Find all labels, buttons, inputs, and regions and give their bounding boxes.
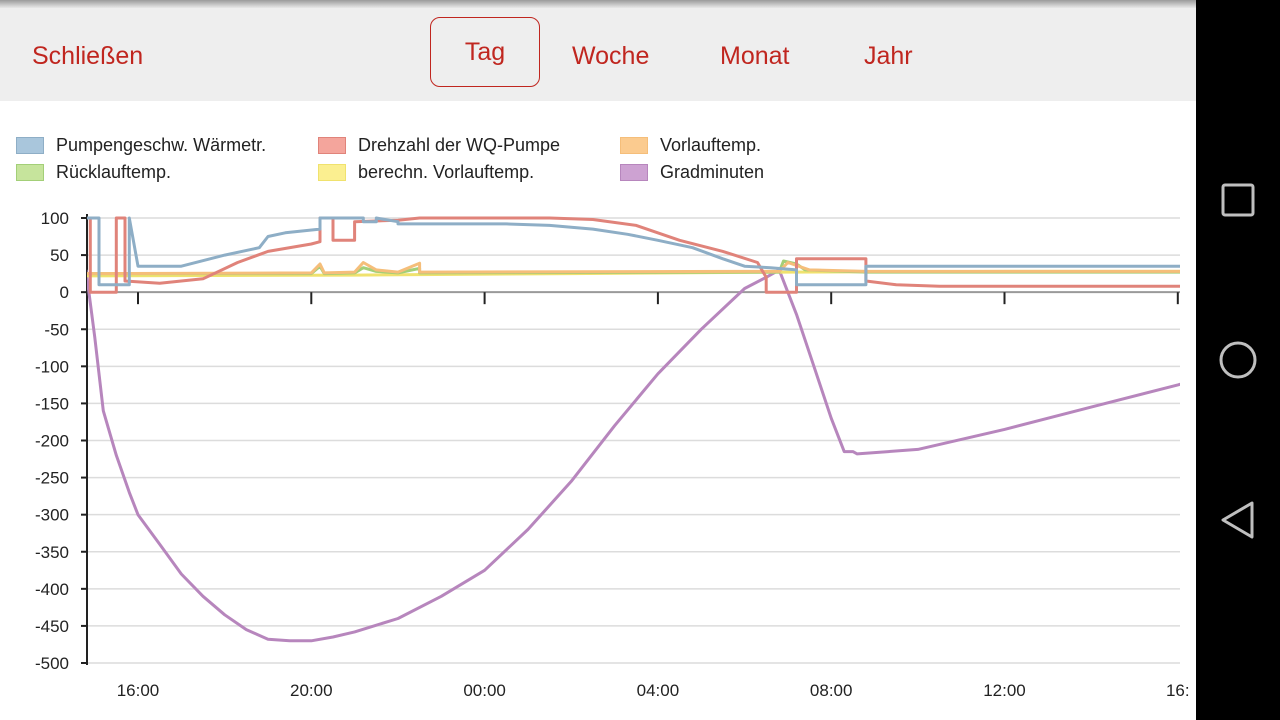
legend-swatch xyxy=(620,136,648,154)
back-icon xyxy=(1221,501,1254,539)
status-strip xyxy=(0,0,1196,8)
x-tick-label: 16: xyxy=(1166,681,1190,700)
x-tick-label: 12:00 xyxy=(983,681,1026,700)
y-tick-label: -400 xyxy=(35,580,69,599)
tab-tag[interactable]: Tag xyxy=(430,17,540,87)
legend-swatch xyxy=(620,163,648,181)
legend-label: berechn. Vorlauftemp. xyxy=(358,161,535,182)
legend-label: Drehzahl der WQ-Pumpe xyxy=(358,134,561,155)
recent-apps-button[interactable] xyxy=(1214,176,1262,224)
y-tick-label: -50 xyxy=(44,320,69,339)
x-tick-label: 00:00 xyxy=(463,681,506,700)
legend-swatch xyxy=(16,163,44,181)
tab-jahr[interactable]: Jahr xyxy=(864,42,913,70)
y-tick-label: -500 xyxy=(35,654,69,673)
toolbar: Schließen Tag Woche Monat Jahr xyxy=(0,8,1196,101)
y-tick-label: -150 xyxy=(35,394,69,413)
y-tick-label: 50 xyxy=(50,246,69,265)
legend-swatch xyxy=(16,136,44,154)
y-tick-label: -250 xyxy=(35,469,69,488)
back-button[interactable] xyxy=(1214,496,1262,544)
android-navigation-bar xyxy=(1196,0,1280,720)
legend-swatch xyxy=(318,163,346,181)
recent-apps-icon xyxy=(1221,183,1255,217)
series-line xyxy=(87,261,1180,276)
y-tick-label: -100 xyxy=(35,357,69,376)
legend-item-gradminuten[interactable]: Gradminuten xyxy=(620,161,764,183)
series-line xyxy=(87,216,1180,287)
y-tick-label: -450 xyxy=(35,617,69,636)
chart-legend: Pumpengeschw. Wärmetr. Drehzahl der WQ-P… xyxy=(0,132,1196,192)
home-button[interactable] xyxy=(1214,336,1262,384)
x-tick-label: 08:00 xyxy=(810,681,853,700)
tab-monat[interactable]: Monat xyxy=(720,42,790,70)
y-tick-label: -300 xyxy=(35,506,69,525)
legend-label: Vorlauftemp. xyxy=(660,134,762,155)
y-tick-label: -200 xyxy=(35,432,69,451)
legend-item-vorlauftemp[interactable]: Vorlauftemp. xyxy=(620,134,761,156)
home-icon xyxy=(1219,341,1257,379)
legend-label: Pumpengeschw. Wärmetr. xyxy=(56,134,267,155)
x-tick-label: 16:00 xyxy=(117,681,160,700)
legend-item-pumpengeschw[interactable]: Pumpengeschw. Wärmetr. xyxy=(16,134,266,156)
legend-swatch xyxy=(318,136,346,154)
x-tick-label: 20:00 xyxy=(290,681,333,700)
app-window: Schließen Tag Woche Monat Jahr Pumpenges… xyxy=(0,0,1196,720)
legend-item-berechn-vorlauftemp[interactable]: berechn. Vorlauftemp. xyxy=(318,161,534,183)
series-line xyxy=(87,268,1180,643)
legend-label: Rücklauftemp. xyxy=(56,161,172,182)
y-tick-label: 0 xyxy=(60,283,69,302)
legend-label: Gradminuten xyxy=(660,161,765,182)
legend-item-ruecklauftemp[interactable]: Rücklauftemp. xyxy=(16,161,171,183)
x-tick-label: 04:00 xyxy=(637,681,680,700)
close-button[interactable]: Schließen xyxy=(32,42,144,70)
tab-woche[interactable]: Woche xyxy=(572,42,650,70)
chart-plot[interactable]: 100 50 0 -50 -100 -150 -200 -250 -300 -350 -400 -45… xyxy=(0,200,1196,720)
y-tick-label: -350 xyxy=(35,543,69,562)
legend-item-drehzahl[interactable]: Drehzahl der WQ-Pumpe xyxy=(318,134,560,156)
y-tick-label: 100 xyxy=(41,209,69,228)
